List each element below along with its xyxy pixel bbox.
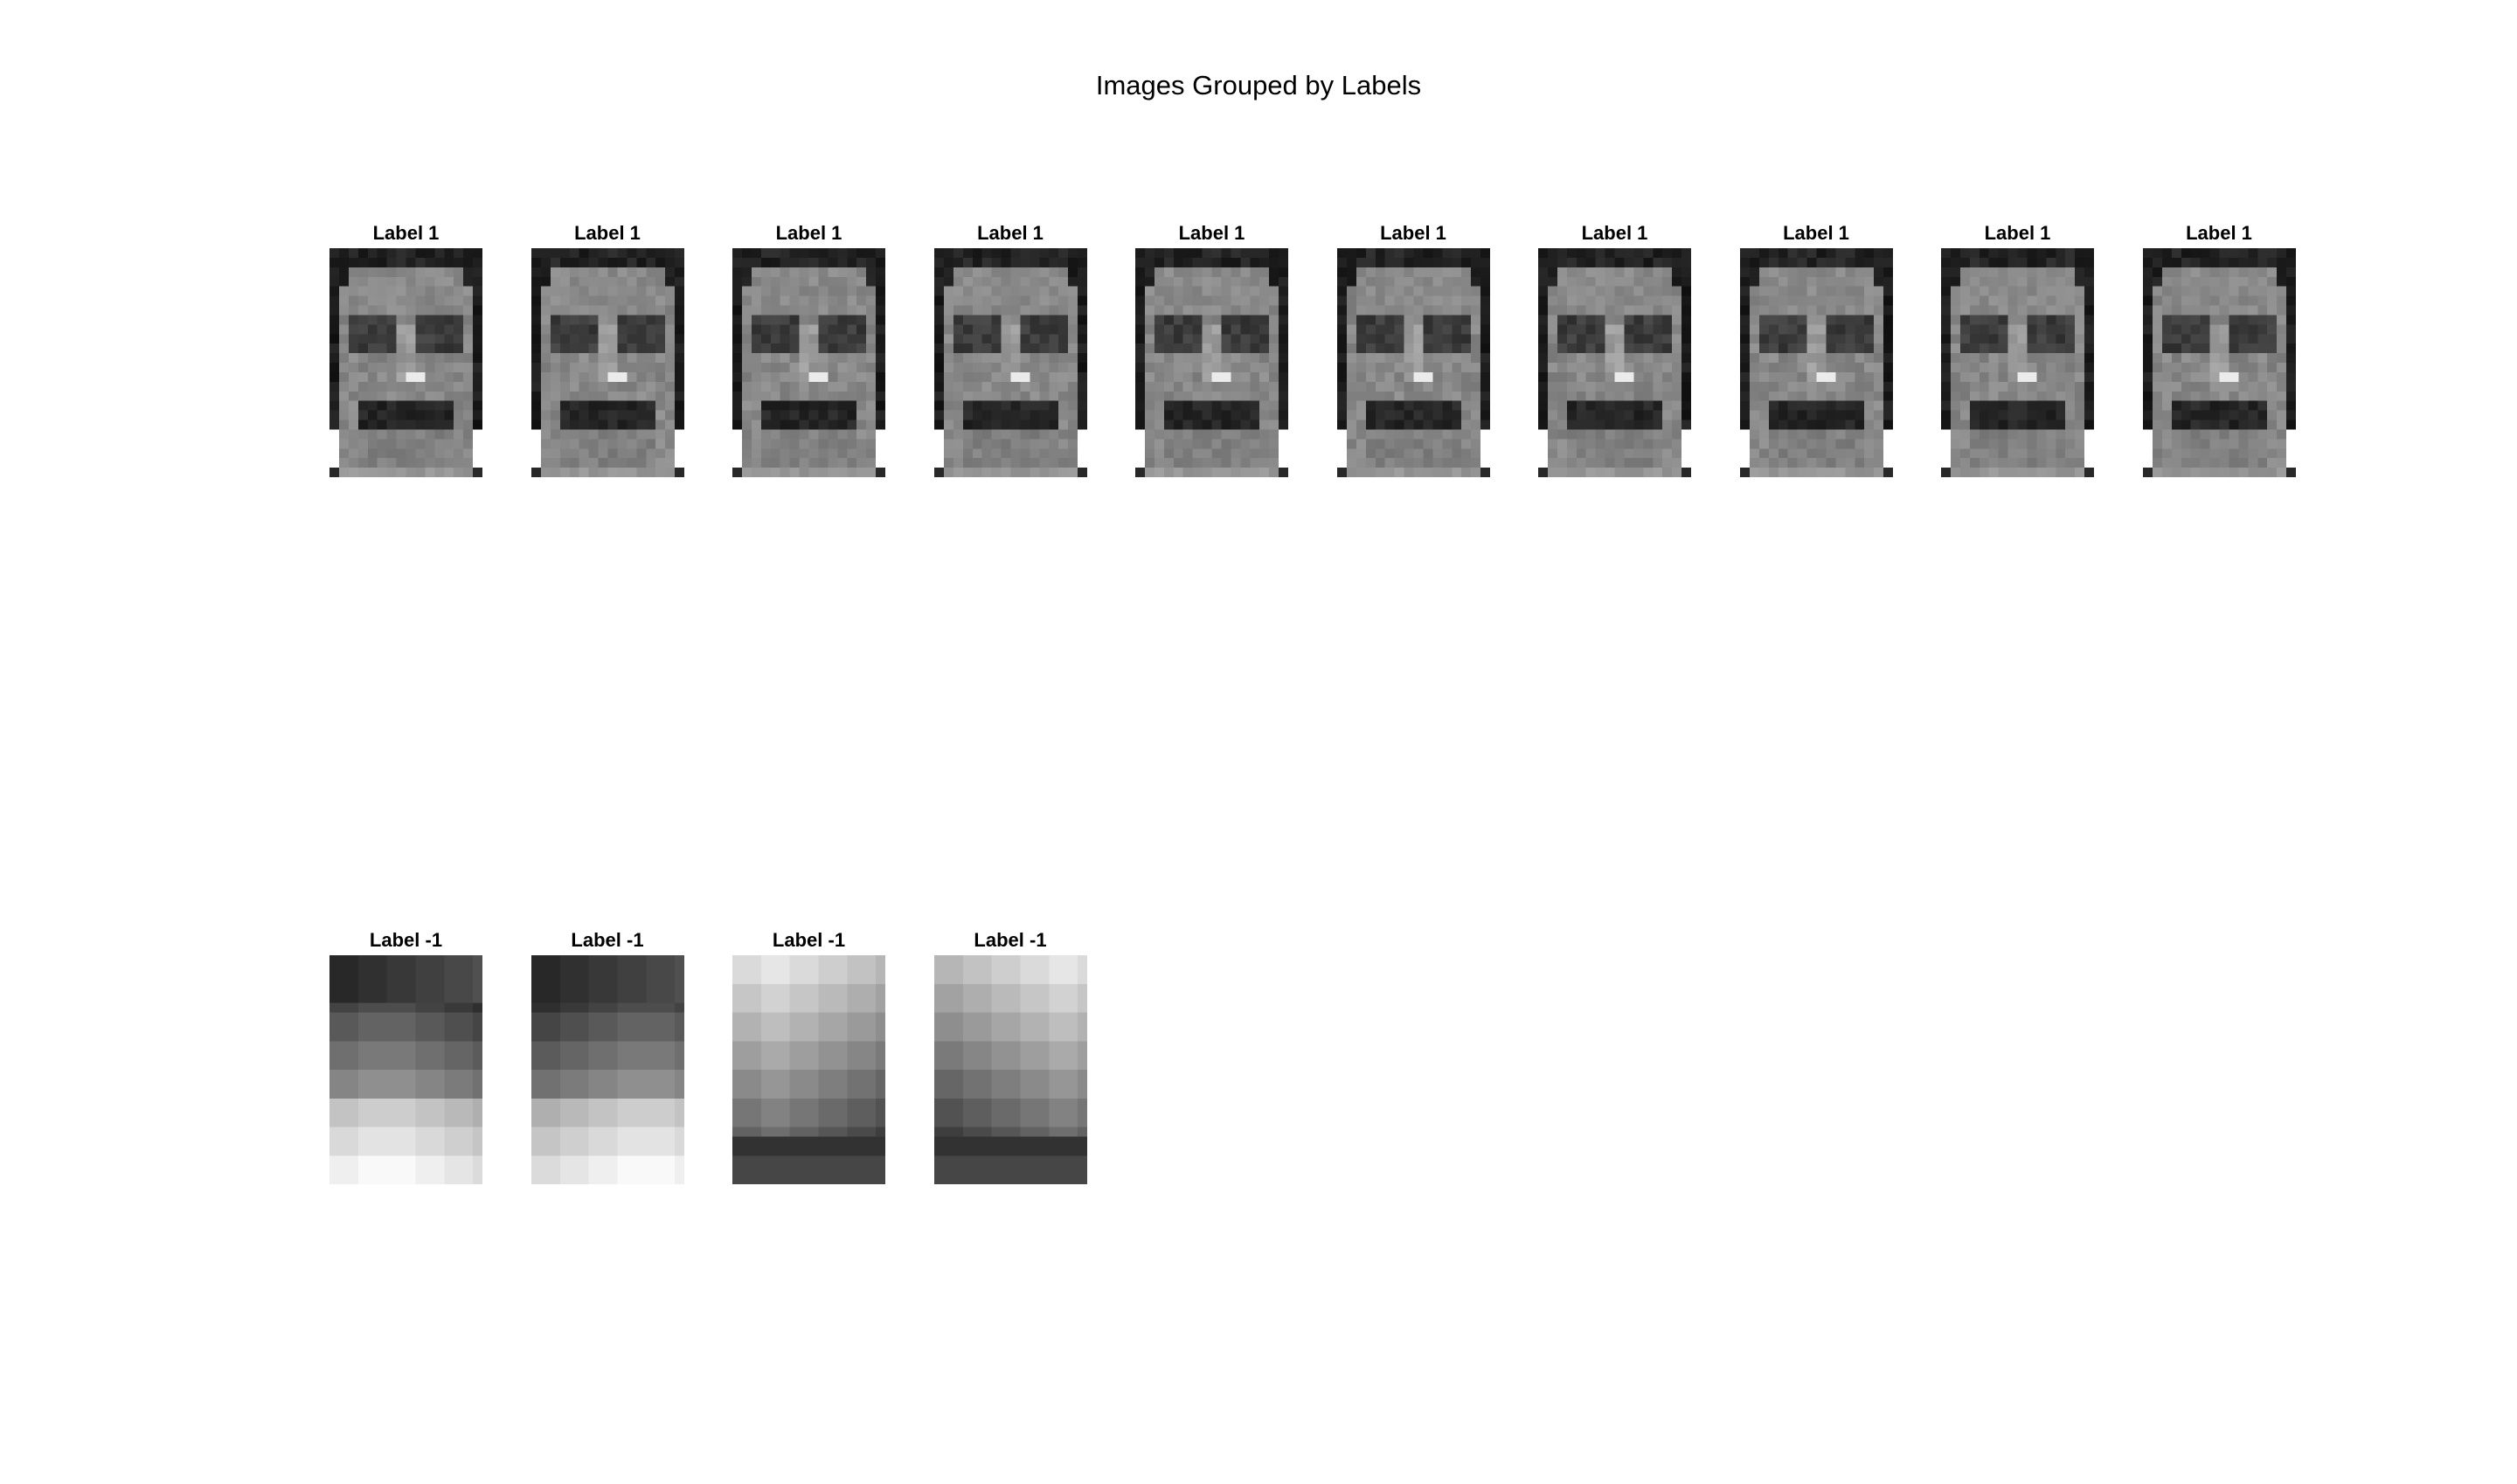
tile-title: Label 1	[2186, 222, 2252, 244]
tile-title: Label 1	[1783, 222, 1849, 244]
figure-title: Images Grouped by Labels	[1095, 70, 1422, 101]
face-image	[1941, 248, 2094, 477]
face-image	[530, 248, 684, 477]
gradient-image	[732, 955, 885, 1184]
tile-title: Label -1	[369, 929, 443, 951]
tile-title: Label -1	[571, 929, 644, 951]
gradient-image	[933, 955, 1087, 1184]
tile-title: Label 1	[977, 222, 1044, 244]
tile-title: Label -1	[974, 929, 1047, 951]
tile-title: Label -1	[772, 929, 846, 951]
face-image	[1135, 248, 1288, 477]
face-image	[1538, 248, 1691, 477]
face-image	[1336, 248, 1490, 477]
face-image	[329, 248, 482, 477]
gradient-image	[530, 955, 684, 1184]
face-image	[933, 248, 1087, 477]
tile-title: Label 1	[1380, 222, 1446, 244]
gradient-image	[329, 955, 482, 1184]
tile-title: Label 1	[1984, 222, 2051, 244]
tile-title: Label 1	[1178, 222, 1245, 244]
face-image	[2142, 248, 2296, 477]
tile-title: Label 1	[775, 222, 842, 244]
tile-title: Label 1	[574, 222, 641, 244]
face-image	[732, 248, 885, 477]
tile-title: Label 1	[372, 222, 440, 244]
face-image	[1739, 248, 1893, 477]
tile-title: Label 1	[1581, 222, 1648, 244]
